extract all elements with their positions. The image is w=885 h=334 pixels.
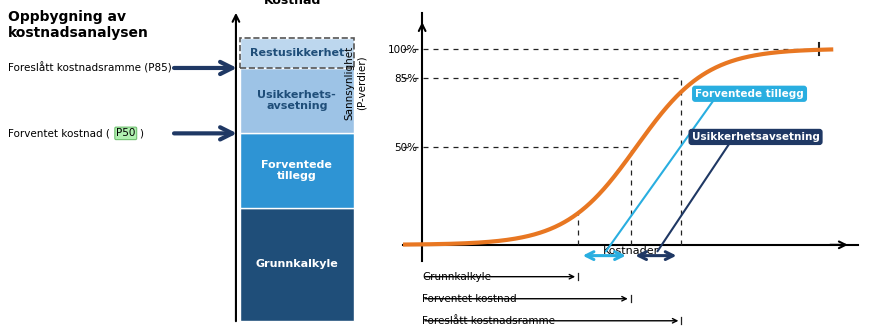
- Text: Forventede
tillegg: Forventede tillegg: [261, 160, 332, 181]
- Text: P50: P50: [116, 128, 135, 138]
- Text: Forventet kostnad (: Forventet kostnad (: [8, 128, 110, 138]
- X-axis label: Kostnader: Kostnader: [603, 246, 658, 256]
- Text: Grunnkalkyle: Grunnkalkyle: [422, 272, 491, 282]
- Text: Forventede tillegg: Forventede tillegg: [695, 89, 804, 99]
- Text: Foreslått kostnadsramme: Foreslått kostnadsramme: [422, 316, 555, 326]
- Text: Restusikkerhet: Restusikkerhet: [250, 48, 344, 58]
- Text: Usikkerhets-
avsetning: Usikkerhets- avsetning: [258, 90, 336, 112]
- Y-axis label: Sannsynlighet
(P-verdier): Sannsynlighet (P-verdier): [344, 45, 366, 120]
- Text: Kostnad: Kostnad: [265, 0, 322, 7]
- Bar: [240, 68, 354, 133]
- Text: Usikkerhetsavsetning: Usikkerhetsavsetning: [691, 132, 820, 142]
- Text: Forventet kostnad: Forventet kostnad: [422, 294, 517, 304]
- Bar: [240, 208, 354, 321]
- Text: Foreslått kostnadsramme (P85): Foreslått kostnadsramme (P85): [8, 62, 172, 74]
- Text: Oppbygning av
kostnadsanalysen: Oppbygning av kostnadsanalysen: [8, 10, 149, 40]
- Text: ): ): [140, 128, 143, 138]
- Bar: [240, 133, 354, 208]
- Bar: [240, 38, 354, 68]
- Text: Grunnkalkyle: Grunnkalkyle: [256, 259, 338, 269]
- Bar: [240, 38, 354, 68]
